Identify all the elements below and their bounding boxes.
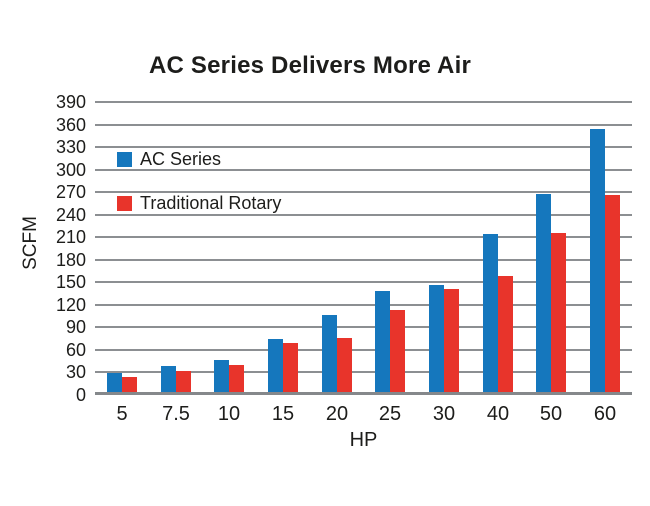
- bar-ac-series-50hp: [536, 194, 551, 392]
- bar-traditional-rotary-25hp: [390, 310, 405, 392]
- bar-ac-series-60hp: [590, 129, 605, 392]
- chart-title: AC Series Delivers More Air: [149, 52, 471, 79]
- plot-area: AC Series Traditional Rotary: [95, 101, 632, 395]
- bar-traditional-rotary-15hp: [283, 343, 298, 392]
- bar-traditional-rotary-30hp: [444, 289, 459, 392]
- bar-traditional-rotary-7.5hp: [176, 371, 191, 392]
- y-tick-240: 240: [55, 204, 86, 225]
- gridline-180: [95, 258, 632, 261]
- x-tick-5: 5: [116, 403, 128, 425]
- gridline-240: [95, 213, 632, 216]
- x-axis-line: [95, 392, 632, 395]
- gridline-90: [95, 326, 632, 329]
- y-tick-300: 300: [55, 159, 86, 180]
- bar-traditional-rotary-50hp: [551, 233, 566, 392]
- y-tick-270: 270: [55, 182, 86, 203]
- legend-item-traditional-rotary: Traditional Rotary: [117, 193, 281, 214]
- bar-ac-series-7.5hp: [161, 366, 176, 392]
- bar-traditional-rotary-10hp: [229, 365, 244, 392]
- gridline-270: [95, 191, 632, 194]
- bar-traditional-rotary-40hp: [498, 276, 513, 392]
- legend-item-ac-series: AC Series: [117, 149, 221, 170]
- y-tick-360: 360: [55, 114, 86, 135]
- bar-ac-series-15hp: [268, 339, 283, 392]
- y-tick-150: 150: [55, 272, 86, 293]
- x-tick-7.5: 7.5: [162, 403, 190, 425]
- y-tick-210: 210: [55, 227, 86, 248]
- x-tick-15: 15: [271, 403, 295, 425]
- gridline-330: [95, 146, 632, 149]
- x-tick-25: 25: [378, 403, 402, 425]
- x-tick-40: 40: [486, 403, 510, 425]
- y-tick-30: 30: [65, 362, 86, 383]
- gridline-60: [95, 348, 632, 351]
- x-tick-30: 30: [432, 403, 456, 425]
- x-tick-60: 60: [593, 403, 617, 425]
- bar-ac-series-20hp: [322, 315, 337, 392]
- gridline-210: [95, 236, 632, 239]
- y-tick-120: 120: [55, 294, 86, 315]
- bar-ac-series-40hp: [483, 234, 498, 392]
- bar-traditional-rotary-5hp: [122, 377, 137, 392]
- gridline-390: [95, 101, 632, 103]
- y-tick-0: 0: [75, 385, 86, 405]
- gridline-300: [95, 168, 632, 171]
- y-tick-60: 60: [65, 339, 86, 360]
- bar-ac-series-25hp: [375, 291, 390, 392]
- x-tick-10: 10: [217, 403, 241, 425]
- legend-label-traditional-rotary: Traditional Rotary: [140, 193, 282, 213]
- gridline-150: [95, 281, 632, 284]
- x-axis-label: HP: [349, 429, 378, 451]
- ac-series-swatch-icon: [117, 152, 132, 167]
- gridline-120: [95, 303, 632, 306]
- bar-ac-series-10hp: [214, 360, 229, 392]
- y-tick-180: 180: [55, 249, 86, 270]
- traditional-rotary-swatch-icon: [117, 196, 132, 211]
- bar-traditional-rotary-60hp: [605, 195, 620, 392]
- bar-ac-series-5hp: [107, 373, 122, 392]
- gridline-360: [95, 123, 632, 126]
- x-tick-20: 20: [325, 403, 349, 425]
- legend-label-ac-series: AC Series: [140, 149, 222, 169]
- y-tick-390: 390: [55, 92, 86, 112]
- x-tick-50: 50: [539, 403, 563, 425]
- y-tick-90: 90: [65, 317, 86, 338]
- bar-traditional-rotary-20hp: [337, 338, 352, 392]
- bar-ac-series-30hp: [429, 285, 444, 392]
- y-tick-330: 330: [55, 137, 86, 158]
- gridline-30: [95, 371, 632, 374]
